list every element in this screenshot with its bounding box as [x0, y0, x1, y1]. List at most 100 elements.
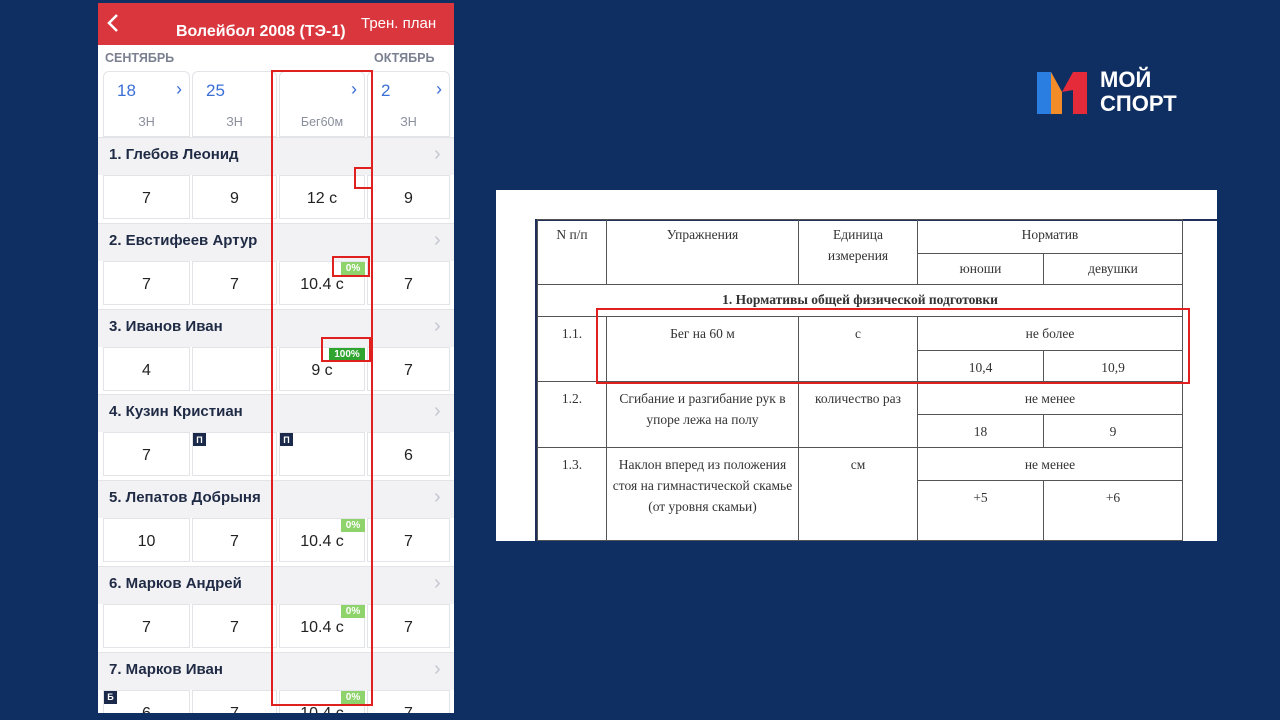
value-cell: 7 — [192, 689, 277, 713]
athlete-name: 5. Лепатов Добрыня — [109, 489, 261, 507]
row-arrow: › — [434, 572, 441, 594]
date-column — [192, 71, 277, 137]
athlete-name: 3. Иванов Иван — [109, 317, 223, 335]
value-cell: 7 — [192, 260, 277, 305]
percent-badge: 0% — [341, 690, 365, 704]
athlete-row — [98, 566, 454, 604]
table-cell: +6 — [1043, 480, 1183, 541]
row-arrow: › — [434, 314, 441, 337]
logo-text: МОЙ СПОРТ — [1100, 68, 1177, 116]
athlete-row — [98, 308, 454, 347]
highlight-box — [596, 308, 1190, 384]
table-cell: Упражнения — [606, 219, 799, 285]
next-arrow: › — [351, 79, 357, 99]
next-arrow: › — [436, 79, 442, 99]
value-cell: 6 — [367, 432, 450, 477]
logo-line: СПОРТ — [1100, 91, 1177, 116]
value-cell: 7 — [367, 604, 450, 648]
table-cell: не менее — [917, 381, 1183, 415]
date-column — [279, 71, 365, 137]
percent-badge: 100% — [329, 347, 365, 361]
table-cell: Норматив — [917, 219, 1183, 254]
value-cell: 9 — [367, 175, 450, 219]
row-arrow: › — [434, 143, 441, 165]
column-label: Бег60м — [300, 115, 344, 129]
table-cell: Единица измерения — [798, 219, 918, 285]
month-label: СЕНТЯБРЬ — [105, 51, 175, 65]
value-cell: 9 — [192, 175, 277, 219]
value-cell: 7 — [367, 689, 450, 713]
value-cell: 10.4 с — [279, 518, 365, 563]
value-cell: 7 — [192, 604, 277, 648]
value-cell: 7 — [367, 260, 450, 305]
table-top-line — [537, 219, 1217, 221]
date: 25 — [206, 81, 225, 100]
plan-button[interactable]: Трен. план — [361, 15, 437, 32]
table-cell: 9 — [1043, 414, 1183, 448]
table-cell: 1.3. — [537, 447, 607, 541]
table-cell: Сгибание и разгибание рук в упоре лежа н… — [606, 381, 799, 448]
row-arrow: › — [434, 400, 441, 423]
date-column — [367, 71, 450, 137]
table-cell: не менее — [917, 447, 1183, 481]
next-arrow: › — [176, 79, 182, 99]
row-arrow: › — [434, 486, 441, 509]
table-cell: количество раз — [798, 381, 918, 448]
athlete-name: 4. Кузин Кристиан — [109, 403, 243, 421]
percent-badge: 0% — [341, 261, 365, 275]
month-label: ОКТЯБРЬ — [374, 51, 435, 65]
athlete-name: 1. Глебов Леонид — [109, 146, 239, 163]
value-cell: 7 — [103, 432, 190, 477]
athlete-name: 2. Евстифеев Артур — [109, 231, 258, 249]
highlight-box — [271, 70, 373, 706]
value-cell: 7 — [367, 518, 450, 563]
percent-badge: 0% — [341, 605, 365, 618]
logo-line: МОЙ — [1100, 67, 1152, 92]
phone-screenshot: Волейбол 2008 (ТЭ-1) Трен. план СЕНТЯБРЬ… — [98, 3, 454, 713]
back-icon[interactable] — [106, 13, 120, 33]
table-cell: 1.2. — [537, 381, 607, 448]
highlight-box — [321, 337, 371, 362]
column-label: ЗН — [226, 115, 243, 129]
value-cell: 12 с — [279, 175, 365, 219]
highlight-box — [332, 256, 370, 277]
table-cell: N п/п — [537, 219, 607, 285]
table-cell: девушки — [1043, 253, 1183, 285]
value-cell: 4 — [103, 346, 190, 391]
table-cell: см — [798, 447, 918, 541]
value-cell: 10.4 с — [279, 260, 365, 305]
value-cell: 7 — [192, 518, 277, 563]
document-table: N п/п Упражнения Единица измерения Норматив… — [496, 190, 1217, 541]
mark-badge: П — [193, 433, 206, 447]
date: 18 — [117, 81, 136, 100]
athlete-row — [98, 394, 454, 433]
athlete-row — [98, 137, 454, 175]
logo-icon — [1037, 72, 1087, 114]
percent-badge: 0% — [341, 519, 365, 533]
table-cell: Наклон вперед из положения стоя на гимна… — [606, 447, 799, 541]
value-cell — [279, 432, 365, 477]
column-label: ЗН — [400, 115, 417, 129]
table-left-line — [535, 219, 537, 541]
athlete-row — [98, 651, 454, 690]
row-arrow: › — [434, 228, 441, 251]
athlete-row — [98, 480, 454, 519]
app-header: Волейбол 2008 (ТЭ-1) Трен. план — [98, 3, 454, 45]
value-cell: 6 — [103, 689, 190, 713]
date: 2 — [381, 81, 391, 100]
value-cell — [192, 432, 277, 477]
value-cell: 7 — [103, 604, 190, 648]
table-cell: +5 — [917, 480, 1044, 541]
table-cell: 18 — [917, 414, 1044, 448]
value-cell: 7 — [103, 175, 190, 219]
mark-badge: Б — [104, 690, 117, 704]
table-cell: юноши — [917, 253, 1044, 285]
value-cell: 10 — [103, 518, 190, 563]
athlete-row — [98, 222, 454, 261]
value-cell: 7 — [367, 346, 450, 391]
row-arrow: › — [434, 657, 441, 680]
date-column — [103, 71, 190, 137]
column-label: ЗН — [138, 115, 155, 129]
value-cell — [192, 346, 277, 391]
